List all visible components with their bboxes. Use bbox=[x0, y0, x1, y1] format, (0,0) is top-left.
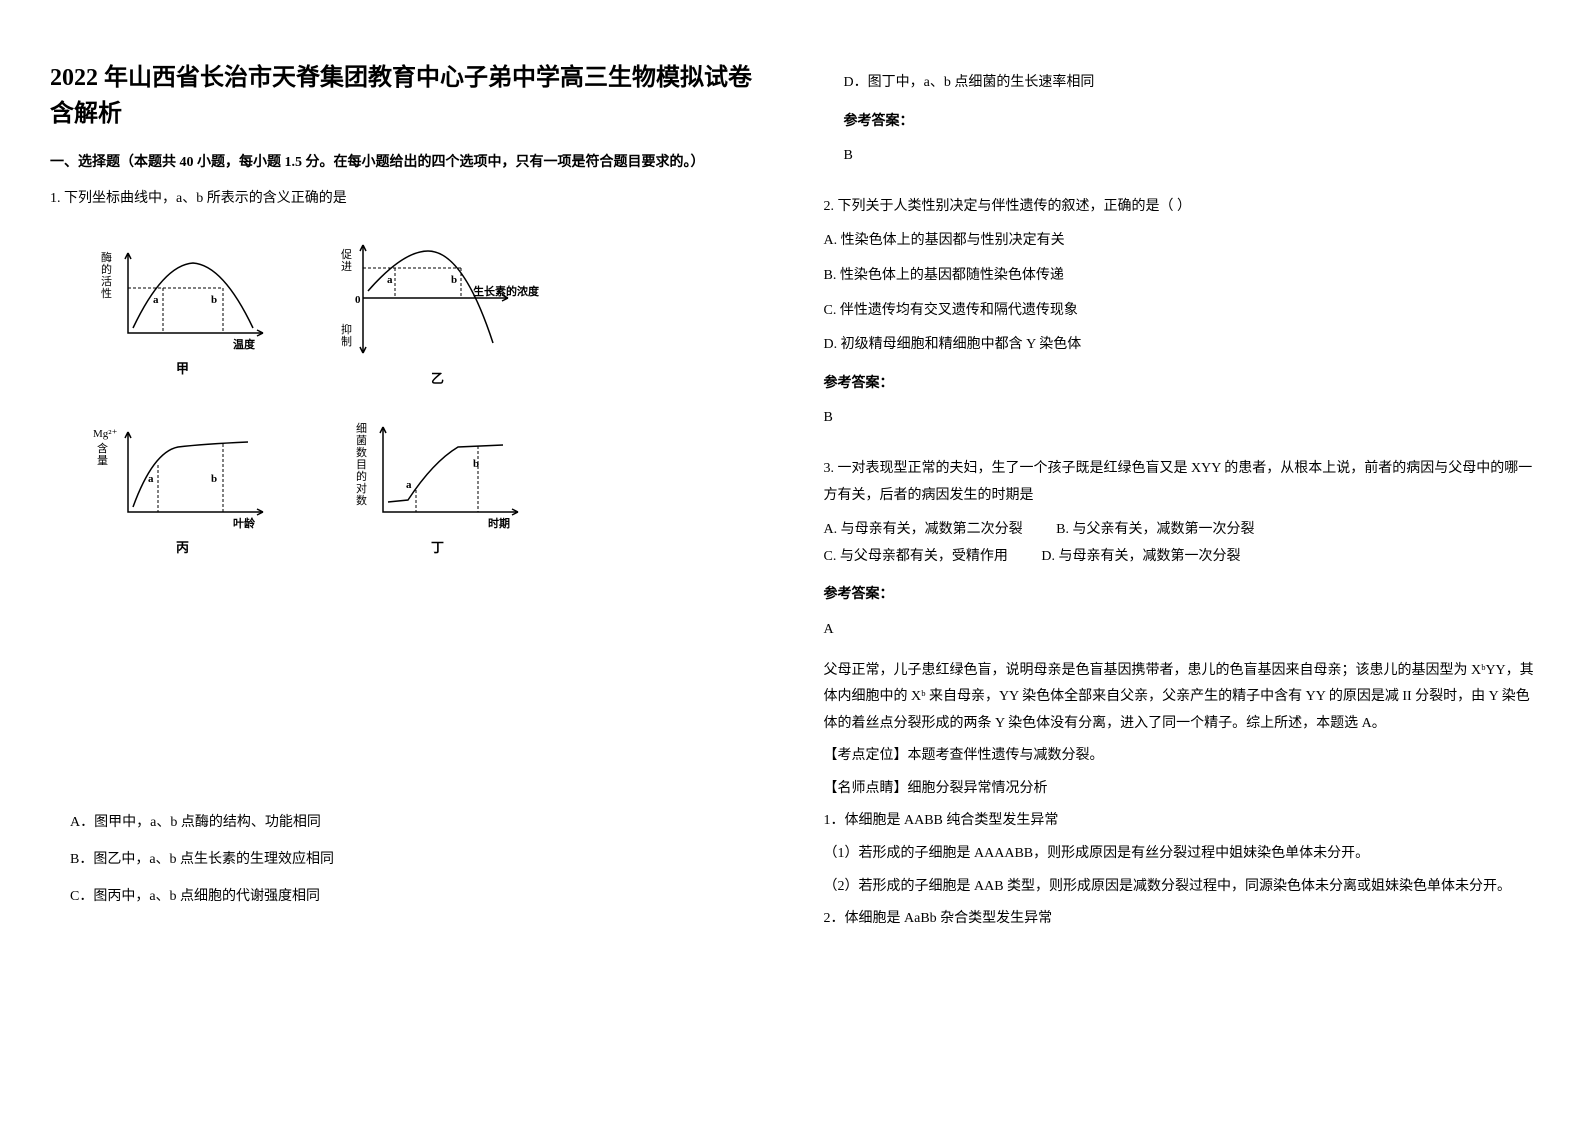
jia-ylabel: 酶 bbox=[101, 251, 112, 264]
q1-option-d: D．图丁中，a、b 点细菌的生长速率相同 bbox=[844, 70, 1538, 97]
svg-text:Mg²⁺: Mg²⁺ bbox=[93, 428, 118, 440]
svg-text:的: 的 bbox=[101, 262, 112, 276]
chart-bing: Mg²⁺ 含 量 a b 叶龄 丙 bbox=[70, 412, 295, 571]
jia-b-label: b bbox=[211, 294, 217, 306]
q3-case1-header: 1．体细胞是 AABB 纯合类型发生异常 bbox=[824, 808, 1538, 835]
right-column: D．图丁中，a、b 点细菌的生长速率相同 参考答案： B 2. 下列关于人类性别… bbox=[824, 60, 1538, 1062]
yi-xlabel: 生长素的浓度 bbox=[473, 284, 540, 298]
chart-jia: 酶 的 活 性 a b 温度 甲 bbox=[70, 233, 295, 392]
jia-axes bbox=[128, 253, 263, 333]
jia-xlabel: 温度 bbox=[233, 337, 256, 351]
q3-answer: A bbox=[824, 617, 1538, 644]
chart-jia-svg: 酶 的 活 性 a b 温度 bbox=[93, 233, 273, 353]
ding-b-label: b bbox=[473, 458, 479, 470]
svg-text:促: 促 bbox=[341, 247, 352, 261]
q3-mingshi: 【名师点睛】细胞分裂异常情况分析 bbox=[824, 776, 1538, 803]
q2-option-b: B. 性染色体上的基因都随性染色体传递 bbox=[824, 263, 1538, 290]
svg-text:数: 数 bbox=[356, 494, 367, 507]
svg-text:数: 数 bbox=[356, 446, 367, 459]
svg-text:性: 性 bbox=[101, 286, 112, 300]
svg-text:量: 量 bbox=[97, 454, 108, 467]
jia-label: 甲 bbox=[176, 357, 189, 382]
q3-option-a: A. 与母亲有关，减数第二次分裂 bbox=[824, 517, 1023, 544]
q2-answer: B bbox=[824, 405, 1538, 432]
bing-xlabel: 叶龄 bbox=[233, 516, 256, 530]
q1-answer: B bbox=[844, 143, 1538, 170]
charts-grid: 酶 的 活 性 a b 温度 甲 bbox=[70, 233, 550, 570]
svg-text:制: 制 bbox=[341, 335, 352, 348]
question-2: 2. 下列关于人类性别决定与伴性遗传的叙述，正确的是（ ） A. 性染色体上的基… bbox=[824, 194, 1538, 446]
svg-text:进: 进 bbox=[341, 260, 352, 273]
ding-axes bbox=[383, 427, 518, 512]
svg-text:目: 目 bbox=[356, 459, 367, 471]
q1-stem: 1. 下列坐标曲线中，a、b 所表示的含义正确的是 bbox=[50, 186, 764, 213]
q3-explanation: 父母正常，儿子患红绿色盲，说明母亲是色盲基因携带者，患儿的色盲基因来自母亲；该患… bbox=[824, 658, 1538, 738]
q3-option-d: D. 与母亲有关，减数第一次分裂 bbox=[1041, 544, 1240, 571]
q3-answer-label: 参考答案： bbox=[824, 582, 1538, 609]
q3-case1-1: （1）若形成的子细胞是 AAAABB，则形成原因是有丝分裂过程中姐妹染色单体未分… bbox=[824, 841, 1538, 868]
chart-ding-svg: 细 菌 数 目 的 对 数 a b 时期 bbox=[348, 412, 528, 532]
svg-text:的: 的 bbox=[356, 469, 367, 483]
question-3: 3. 一对表现型正常的夫妇，生了一个孩子既是红绿色盲又是 XYY 的患者，从根本… bbox=[824, 456, 1538, 939]
yi-b-label: b bbox=[451, 274, 457, 286]
section-header: 一、选择题（本题共 40 小题，每小题 1.5 分。在每小题给出的四个选项中，只… bbox=[50, 152, 764, 174]
q1-option-b: B．图乙中，a、b 点生长素的生理效应相同 bbox=[70, 847, 764, 874]
bing-label: 丙 bbox=[176, 536, 189, 561]
ding-a-label: a bbox=[406, 479, 412, 491]
svg-text:对: 对 bbox=[356, 481, 367, 495]
bing-a-label: a bbox=[148, 473, 154, 485]
ding-label: 丁 bbox=[431, 536, 444, 561]
q2-answer-label: 参考答案： bbox=[824, 371, 1538, 398]
q3-case2-header: 2．体细胞是 AaBb 杂合类型发生异常 bbox=[824, 906, 1538, 933]
yi-zero: 0 bbox=[355, 294, 361, 306]
q2-stem: 2. 下列关于人类性别决定与伴性遗传的叙述，正确的是（ ） bbox=[824, 194, 1538, 221]
bing-axes bbox=[128, 432, 263, 512]
q2-option-a: A. 性染色体上的基因都与性别决定有关 bbox=[824, 228, 1538, 255]
q3-stem: 3. 一对表现型正常的夫妇，生了一个孩子既是红绿色盲又是 XYY 的患者，从根本… bbox=[824, 456, 1538, 509]
q1-continued: D．图丁中，a、b 点细菌的生长速率相同 参考答案： B bbox=[824, 60, 1538, 184]
chart-ding: 细 菌 数 目 的 对 数 a b 时期 丁 bbox=[325, 412, 550, 571]
chart-bing-svg: Mg²⁺ 含 量 a b 叶龄 bbox=[93, 412, 273, 532]
q3-case1-2: （2）若形成的子细胞是 AAB 类型，则形成原因是减数分裂过程中，同源染色体未分… bbox=[824, 874, 1538, 901]
svg-text:含: 含 bbox=[97, 441, 108, 455]
q1-answer-label: 参考答案： bbox=[844, 109, 1538, 136]
jia-curve bbox=[133, 263, 253, 328]
svg-text:活: 活 bbox=[101, 275, 112, 288]
q1-option-a: A．图甲中，a、b 点酶的结构、功能相同 bbox=[70, 810, 764, 837]
q1-option-c: C．图丙中，a、b 点细胞的代谢强度相同 bbox=[70, 884, 764, 911]
ding-curve bbox=[388, 445, 503, 502]
exam-title: 2022 年山西省长治市天脊集团教育中心子弟中学高三生物模拟试卷含解析 bbox=[50, 60, 764, 132]
chart-yi-svg: 促 进 抑 制 0 a b 生长素的浓度 bbox=[333, 233, 543, 363]
svg-text:细: 细 bbox=[356, 422, 367, 435]
ding-xlabel: 时期 bbox=[488, 516, 510, 530]
question-1: 1. 下列坐标曲线中，a、b 所表示的含义正确的是 酶 的 活 性 a bbox=[50, 186, 764, 920]
chart-yi: 促 进 抑 制 0 a b 生长素的浓度 bbox=[325, 233, 550, 392]
q3-option-c: C. 与父母亲都有关，受精作用 bbox=[824, 544, 1008, 571]
q3-option-b: B. 与父亲有关，减数第一次分裂 bbox=[1056, 517, 1254, 544]
left-column: 2022 年山西省长治市天脊集团教育中心子弟中学高三生物模拟试卷含解析 一、选择… bbox=[50, 60, 764, 1062]
q2-option-d: D. 初级精母细胞和精细胞中都含 Y 染色体 bbox=[824, 332, 1538, 359]
yi-a-label: a bbox=[387, 274, 393, 286]
yi-label: 乙 bbox=[431, 367, 444, 392]
svg-text:菌: 菌 bbox=[356, 434, 367, 447]
q2-option-c: C. 伴性遗传均有交叉遗传和隔代遗传现象 bbox=[824, 298, 1538, 325]
svg-text:抑: 抑 bbox=[341, 322, 352, 336]
jia-a-label: a bbox=[153, 294, 159, 306]
q3-kaodian: 【考点定位】本题考查伴性遗传与减数分裂。 bbox=[824, 743, 1538, 770]
bing-b-label: b bbox=[211, 473, 217, 485]
